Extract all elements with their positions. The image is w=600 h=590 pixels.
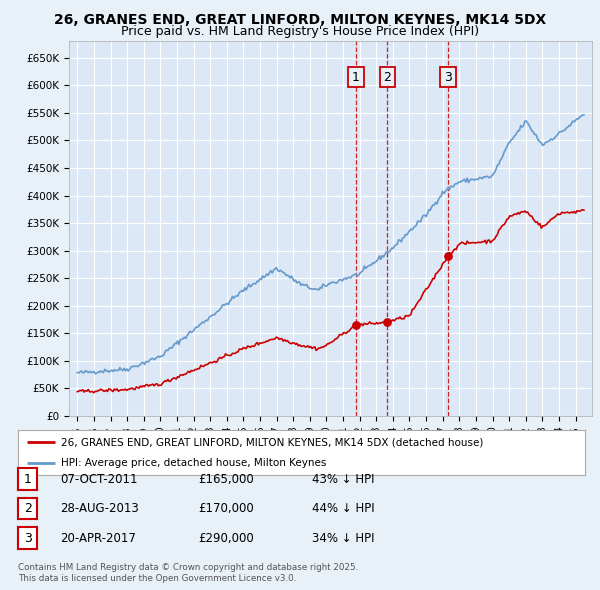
Text: 2: 2 (23, 502, 32, 515)
Point (351, 320, 361, 330)
Text: 07-OCT-2011: 07-OCT-2011 (60, 473, 137, 486)
Point (443, 251, 452, 261)
Text: 26, GRANES END, GREAT LINFORD, MILTON KEYNES, MK14 5DX: 26, GRANES END, GREAT LINFORD, MILTON KE… (54, 13, 546, 27)
Text: 43% ↓ HPI: 43% ↓ HPI (312, 473, 374, 486)
Text: £165,000: £165,000 (198, 473, 254, 486)
Text: 28-AUG-2013: 28-AUG-2013 (60, 502, 139, 515)
Text: 1: 1 (23, 473, 32, 486)
Text: 20-APR-2017: 20-APR-2017 (60, 532, 136, 545)
Text: Price paid vs. HM Land Registry's House Price Index (HPI): Price paid vs. HM Land Registry's House … (121, 25, 479, 38)
Text: 1: 1 (352, 71, 360, 84)
Text: 3: 3 (444, 71, 452, 84)
Text: £170,000: £170,000 (198, 502, 254, 515)
Text: 26, GRANES END, GREAT LINFORD, MILTON KEYNES, MK14 5DX (detached house): 26, GRANES END, GREAT LINFORD, MILTON KE… (61, 437, 483, 447)
Text: 34% ↓ HPI: 34% ↓ HPI (312, 532, 374, 545)
Text: HPI: Average price, detached house, Milton Keynes: HPI: Average price, detached house, Milt… (61, 458, 326, 468)
Text: 44% ↓ HPI: 44% ↓ HPI (312, 502, 374, 515)
Text: £290,000: £290,000 (198, 532, 254, 545)
Text: 3: 3 (23, 532, 32, 545)
Point (382, 317, 392, 327)
Text: Contains HM Land Registry data © Crown copyright and database right 2025.: Contains HM Land Registry data © Crown c… (18, 563, 358, 572)
Text: 2: 2 (383, 71, 391, 84)
Text: This data is licensed under the Open Government Licence v3.0.: This data is licensed under the Open Gov… (18, 573, 296, 583)
